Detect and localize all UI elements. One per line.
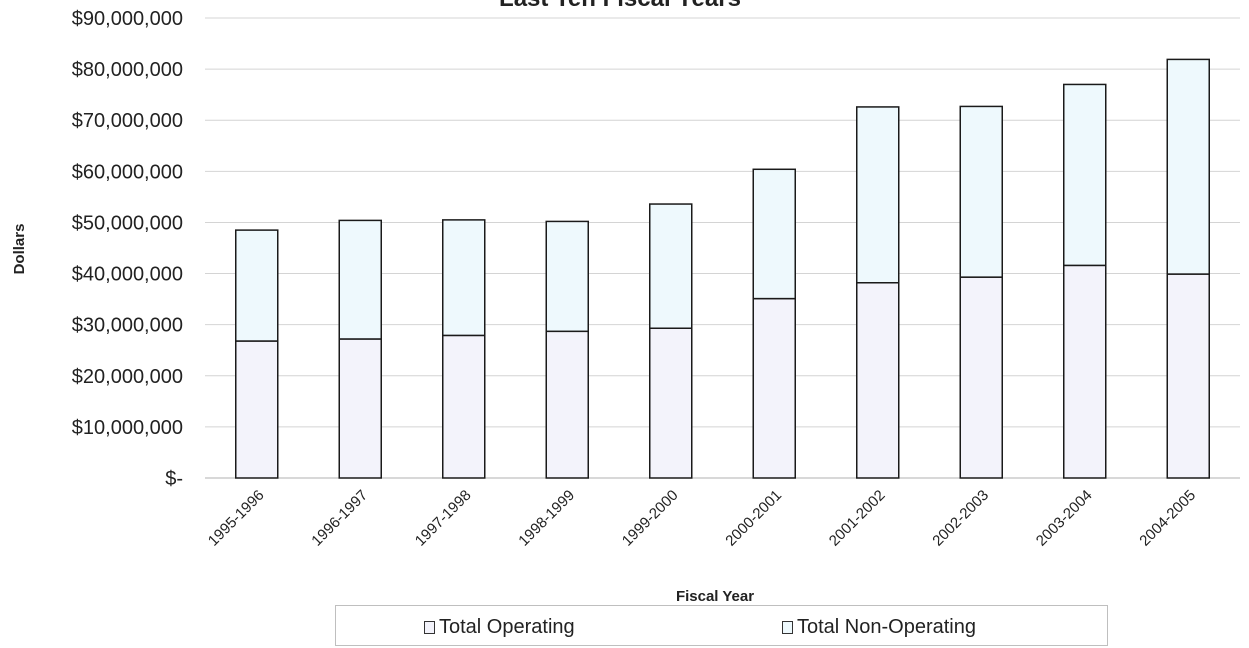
bar-total-non-operating	[338, 219, 382, 340]
x-tick-label: 2002-2003	[929, 487, 992, 550]
x-tick-label: 2000-2001	[722, 487, 785, 550]
bar-total-operating	[752, 297, 796, 479]
bar-total-non-operating	[1063, 83, 1107, 267]
bar-total-non-operating	[752, 168, 796, 300]
bar-total-operating	[545, 330, 589, 479]
y-tick-label: $60,000,000	[72, 161, 183, 183]
bar-total-operating	[1063, 264, 1107, 479]
y-axis-label: Dollars	[11, 224, 28, 275]
bar-total-non-operating	[649, 203, 693, 329]
y-tick-label: $-	[165, 468, 183, 490]
x-tick-label: 2003-2004	[1033, 487, 1096, 550]
bar-total-non-operating	[959, 105, 1003, 278]
legend-label-operating: Total Operating	[439, 616, 575, 638]
bar-total-non-operating	[235, 229, 279, 342]
bar-total-operating	[1166, 273, 1210, 479]
y-tick-label: $30,000,000	[72, 315, 183, 337]
bar-total-non-operating	[442, 219, 486, 337]
legend-label-non-operating: Total Non-Operating	[797, 616, 976, 638]
x-axis-label: Fiscal Year	[676, 588, 754, 605]
legend: Total Operating Total Non-Operating	[335, 605, 1108, 646]
bar-total-non-operating	[1166, 58, 1210, 275]
y-axis-ticks: $- $10,000,000 $20,000,000 $30,000,000 $40,0…	[72, 8, 183, 490]
bar-total-operating	[649, 327, 693, 479]
x-tick-label: 1998-1999	[515, 487, 578, 550]
bar-total-operating	[235, 340, 279, 479]
bar-total-operating	[959, 276, 1003, 479]
bar-total-non-operating	[545, 220, 589, 333]
legend-item-operating: Total Operating	[424, 616, 575, 639]
bar-total-operating	[338, 338, 382, 479]
x-tick-label: 1999-2000	[619, 487, 682, 550]
y-tick-label: $90,000,000	[72, 8, 183, 30]
bar-total-operating	[442, 334, 486, 479]
y-tick-label: $80,000,000	[72, 59, 183, 81]
legend-item-non-operating: Total Non-Operating	[782, 616, 976, 639]
x-axis-ticks: 1995-1996 1996-1997 1997-1998 1998-1999 1999…	[205, 487, 1199, 550]
bars	[235, 58, 1210, 479]
legend-swatch-operating	[424, 621, 435, 634]
x-tick-label: 1996-1997	[308, 487, 371, 550]
x-tick-label: 2004-2005	[1136, 487, 1199, 550]
legend-swatch-non-operating	[782, 621, 793, 634]
bar-total-operating	[856, 282, 900, 479]
bar-total-non-operating	[856, 106, 900, 284]
y-tick-label: $70,000,000	[72, 110, 183, 132]
y-tick-label: $50,000,000	[72, 212, 183, 234]
x-tick-label: 2001-2002	[826, 487, 889, 550]
x-tick-label: 1997-1998	[412, 487, 475, 550]
x-tick-label: 1995-1996	[205, 487, 268, 550]
y-tick-label: $20,000,000	[72, 366, 183, 388]
y-tick-label: $40,000,000	[72, 264, 183, 286]
y-tick-label: $10,000,000	[72, 417, 183, 439]
chart-title: Last Ten Fiscal Years	[499, 0, 741, 12]
